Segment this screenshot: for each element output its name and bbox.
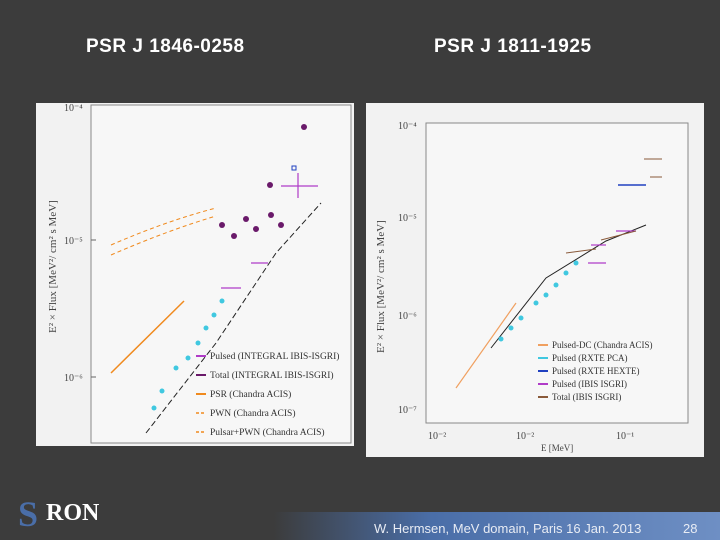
right-plot-frame: [425, 122, 689, 424]
right-ytick-4: 10⁻⁷: [398, 405, 417, 416]
page-number: 28: [683, 521, 698, 536]
left-ytick-1: 10⁻⁴: [64, 103, 83, 114]
right-spectrum-plot: E² × Flux [MeV²/ cm² s MeV] 10⁻⁴ 10⁻⁵ 10…: [366, 103, 704, 457]
pulsar-pwn-curve: [110, 215, 217, 256]
right-legend-1: Pulsed-DC (Chandra ACIS): [552, 340, 653, 350]
left-spectrum-plot: E² × Flux [MeV²/ cm² s MeV] 10⁻⁴ 10⁻⁵ 10…: [36, 103, 354, 446]
logo-letter: S: [18, 494, 38, 534]
left-plot-svg: E² × Flux [MeV²/ cm² s MeV] 10⁻⁴ 10⁻⁵ 10…: [47, 103, 352, 444]
pwn-curve: [110, 207, 217, 246]
right-legend-2: Pulsed (RXTE PCA): [552, 353, 628, 363]
model-fit-line: [145, 202, 322, 434]
footer-band: [0, 512, 720, 540]
pulsed-magenta-errorbars: [221, 173, 318, 289]
left-plot-ylabel: E² × Flux [MeV²/ cm² s MeV]: [47, 200, 59, 333]
left-legend-5: Pulsar+PWN (Chandra ACIS): [210, 427, 325, 438]
left-legend-2: Total (INTEGRAL IBIS-ISGRI): [210, 370, 334, 381]
footer-text: W. Hermsen, MeV domain, Paris 16 Jan. 20…: [374, 521, 642, 536]
right-plot-ylabel: E² × Flux [MeV²/ cm² s MeV]: [375, 220, 387, 353]
slide-title-right: PSR J 1811-1925: [434, 36, 592, 57]
right-plot-svg: E² × Flux [MeV²/ cm² s MeV] 10⁻⁴ 10⁻⁵ 10…: [375, 121, 689, 453]
left-legend: Pulsed (INTEGRAL IBIS-ISGRI) Total (INTE…: [196, 351, 339, 438]
slide-title-left: PSR J 1846-0258: [86, 36, 245, 57]
right-ytick-2: 10⁻⁵: [398, 213, 417, 224]
right-legend-3: Pulsed (RXTE HEXTE): [552, 366, 640, 376]
sron-logo: S RON: [18, 494, 100, 534]
right-magenta-errorbars: [588, 230, 636, 264]
right-cyan-points: [498, 260, 579, 342]
right-xtick-3: 10⁻¹: [616, 431, 634, 442]
right-model-line: [490, 224, 647, 349]
right-legend-5: Total (IBIS ISGRI): [552, 392, 621, 402]
left-ytick-3: 10⁻⁶: [64, 373, 83, 384]
blue-datapoint: [291, 165, 297, 171]
total-purple-points: [219, 124, 307, 239]
left-legend-4: PWN (Chandra ACIS): [210, 408, 296, 419]
left-legend-1: Pulsed (INTEGRAL IBIS-ISGRI): [210, 351, 339, 362]
pulsed-dc-line: [455, 302, 517, 389]
psr-chandra-line: [110, 300, 185, 374]
left-legend-3: PSR (Chandra ACIS): [210, 389, 291, 400]
right-total-points: [565, 158, 662, 254]
logo-text: RON: [46, 500, 100, 526]
right-xtick-1: 10⁻²: [428, 431, 446, 442]
left-plot-frame: [90, 104, 352, 444]
right-xtick-2: 10⁻²: [516, 431, 534, 442]
left-ytick-2: 10⁻⁵: [64, 236, 83, 247]
right-legend-4: Pulsed (IBIS ISGRI): [552, 379, 627, 389]
right-xlabel: E [MeV]: [541, 443, 573, 453]
pulsed-cyan-points: [151, 298, 225, 411]
right-ytick-3: 10⁻⁶: [398, 311, 417, 322]
right-legend: Pulsed-DC (Chandra ACIS) Pulsed (RXTE PC…: [538, 340, 653, 402]
right-ytick-1: 10⁻⁴: [398, 121, 417, 132]
